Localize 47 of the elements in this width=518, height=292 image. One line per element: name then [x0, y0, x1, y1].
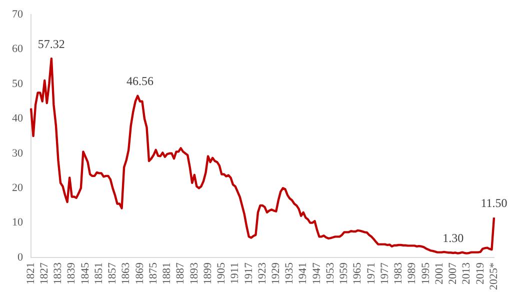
y-tick-label: 20 [12, 182, 24, 194]
y-tick-label: 60 [12, 43, 24, 56]
x-tick-label: 1941 [297, 262, 310, 284]
x-tick-label: 1857 [106, 262, 119, 284]
x-tick-label: 1983 [392, 262, 405, 284]
x-tick-label: 1989 [406, 262, 418, 284]
y-tick-label: 50 [12, 78, 24, 90]
x-tick-label: 1953 [324, 262, 336, 284]
x-tick-label: 1851 [92, 262, 105, 284]
x-tick-label: 1839 [66, 262, 78, 284]
x-tick-label: 1869 [134, 262, 146, 284]
x-tick-label: 1959 [338, 262, 350, 284]
y-tick-label: 30 [12, 147, 24, 160]
annotation: 46.56 [126, 74, 154, 88]
x-tick-label: 1947 [310, 262, 323, 284]
x-tick-label: 1845 [79, 262, 92, 284]
x-tick-label: 1827 [38, 262, 51, 284]
x-tick-label: 2019 [474, 262, 486, 284]
x-tick-label: 1965 [352, 262, 364, 284]
x-tick-label: 1905 [216, 262, 228, 284]
x-tick-label: 1923 [256, 262, 268, 284]
x-tick-label: 1833 [52, 262, 64, 284]
x-tick-label: 2007 [447, 262, 460, 284]
x-tick-label: 1863 [120, 262, 132, 284]
y-tick-label: 0 [18, 251, 24, 264]
x-tick-label: 2025* [488, 262, 500, 290]
x-tick-label: 1881 [161, 262, 174, 284]
x-tick-label: 2013 [460, 262, 473, 284]
y-tick-label: 40 [12, 112, 24, 125]
x-tick-label: 1917 [242, 262, 255, 284]
annotation: 57.32 [38, 36, 65, 51]
x-tick-label: 1899 [202, 262, 214, 284]
x-tick-label: 1929 [270, 262, 282, 284]
annotation: 11.50 [480, 196, 508, 210]
x-tick-label: 1977 [378, 262, 391, 284]
x-tick-label: 2001 [433, 262, 446, 284]
x-tick-label: 1875 [147, 262, 160, 284]
y-tick-label: 70 [12, 8, 24, 20]
x-tick-label: 1971 [365, 262, 378, 284]
x-tick-label: 1995 [420, 262, 432, 284]
x-tick-label: 1893 [188, 262, 200, 284]
y-tick-label: 10 [12, 216, 24, 229]
x-tick-label: 1887 [174, 262, 187, 284]
annotation: 1.30 [442, 231, 464, 246]
x-tick-label: 1821 [24, 262, 37, 284]
x-tick-label: 1935 [284, 262, 296, 284]
x-tick-label: 1911 [229, 262, 242, 284]
